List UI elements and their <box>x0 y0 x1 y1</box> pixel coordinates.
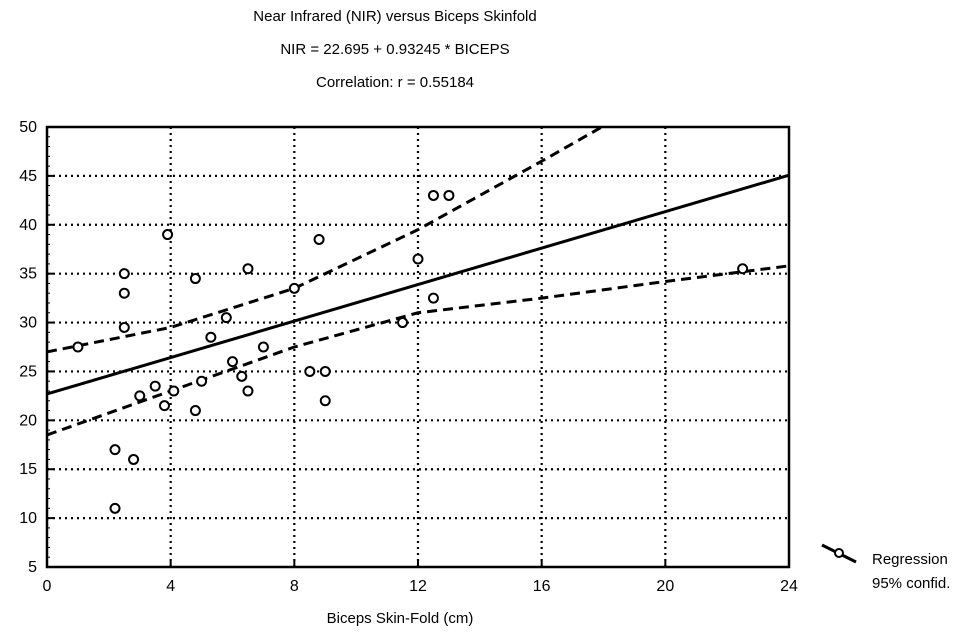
regression-line <box>47 173 789 396</box>
data-point <box>205 331 217 343</box>
y-tick-label: 40 <box>19 217 37 234</box>
data-point <box>242 263 254 275</box>
data-point <box>168 385 180 397</box>
data-point <box>236 370 248 382</box>
data-point <box>118 287 130 299</box>
x-tick-label: 24 <box>780 578 798 595</box>
data-point <box>118 321 130 333</box>
x-tick-label: 8 <box>290 578 299 595</box>
data-point <box>257 341 269 353</box>
data-point <box>109 444 121 456</box>
data-point <box>427 292 439 304</box>
data-point <box>196 375 208 387</box>
x-tick-label: 12 <box>409 578 427 595</box>
y-tick-label: 25 <box>19 363 37 380</box>
data-point <box>118 268 130 280</box>
data-point <box>319 395 331 407</box>
data-point <box>162 229 174 241</box>
y-tick-label: 45 <box>19 168 37 185</box>
data-point <box>134 390 146 402</box>
y-tick-label: 30 <box>19 315 37 332</box>
data-point <box>288 282 300 294</box>
data-point <box>242 385 254 397</box>
y-tick-label: 10 <box>19 510 37 527</box>
x-tick-label: 4 <box>166 578 175 595</box>
data-point <box>319 365 331 377</box>
data-point <box>158 400 170 412</box>
y-tick-label: 35 <box>19 266 37 283</box>
legend-entry-regression: Regression <box>872 551 948 568</box>
data-point <box>149 380 161 392</box>
data-point <box>72 341 84 353</box>
legend-entry-confidence: 95% confid. <box>872 575 950 592</box>
data-point <box>304 365 316 377</box>
y-tick-label: 5 <box>28 559 37 576</box>
x-tick-label: 16 <box>533 578 551 595</box>
data-point <box>412 253 424 265</box>
confidence-upper-line <box>47 127 605 354</box>
legend-point-symbol <box>834 548 844 558</box>
data-point <box>109 502 121 514</box>
x-tick-label: 0 <box>43 578 52 595</box>
data-point <box>427 189 439 201</box>
data-point <box>128 453 140 465</box>
tick-layer: 0 4 8 12 16 20 24 5 10 15 20 25 30 35 40 45 50 <box>19 119 798 595</box>
data-point <box>443 189 455 201</box>
x-tick-label: 20 <box>656 578 674 595</box>
legend: Regression 95% confid. <box>821 543 950 592</box>
y-tick-label: 15 <box>19 461 37 478</box>
grid-layer <box>47 127 789 567</box>
chart-title: Near Infrared (NIR) versus Biceps Skinfo… <box>253 8 537 25</box>
y-tick-label: 50 <box>19 119 37 136</box>
data-point <box>737 263 749 275</box>
data-point <box>189 273 201 285</box>
data-point <box>189 405 201 417</box>
data-point <box>397 317 409 329</box>
point-layer <box>72 189 749 514</box>
x-axis-label: Biceps Skin-Fold (cm) <box>326 610 474 627</box>
chart-correlation: Correlation: r = 0.55184 <box>315 74 474 91</box>
data-point <box>220 312 232 324</box>
data-point <box>313 233 325 245</box>
y-tick-label: 20 <box>19 412 37 429</box>
data-point <box>227 356 238 368</box>
chart-equation: NIR = 22.695 + 0.93245 * BICEPS <box>280 41 510 58</box>
